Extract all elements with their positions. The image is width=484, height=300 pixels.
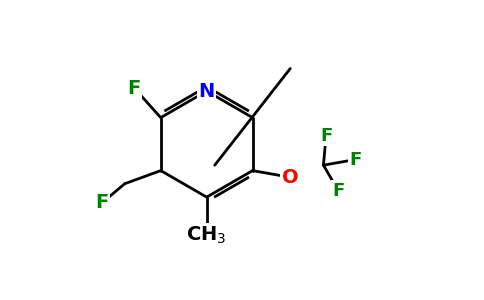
Text: F: F <box>320 127 332 145</box>
Text: F: F <box>128 79 141 98</box>
Text: CH$_3$: CH$_3$ <box>186 225 227 246</box>
Text: O: O <box>282 168 299 187</box>
Text: F: F <box>349 151 362 169</box>
Text: F: F <box>96 193 109 212</box>
Text: F: F <box>332 182 344 200</box>
Text: N: N <box>198 82 215 100</box>
